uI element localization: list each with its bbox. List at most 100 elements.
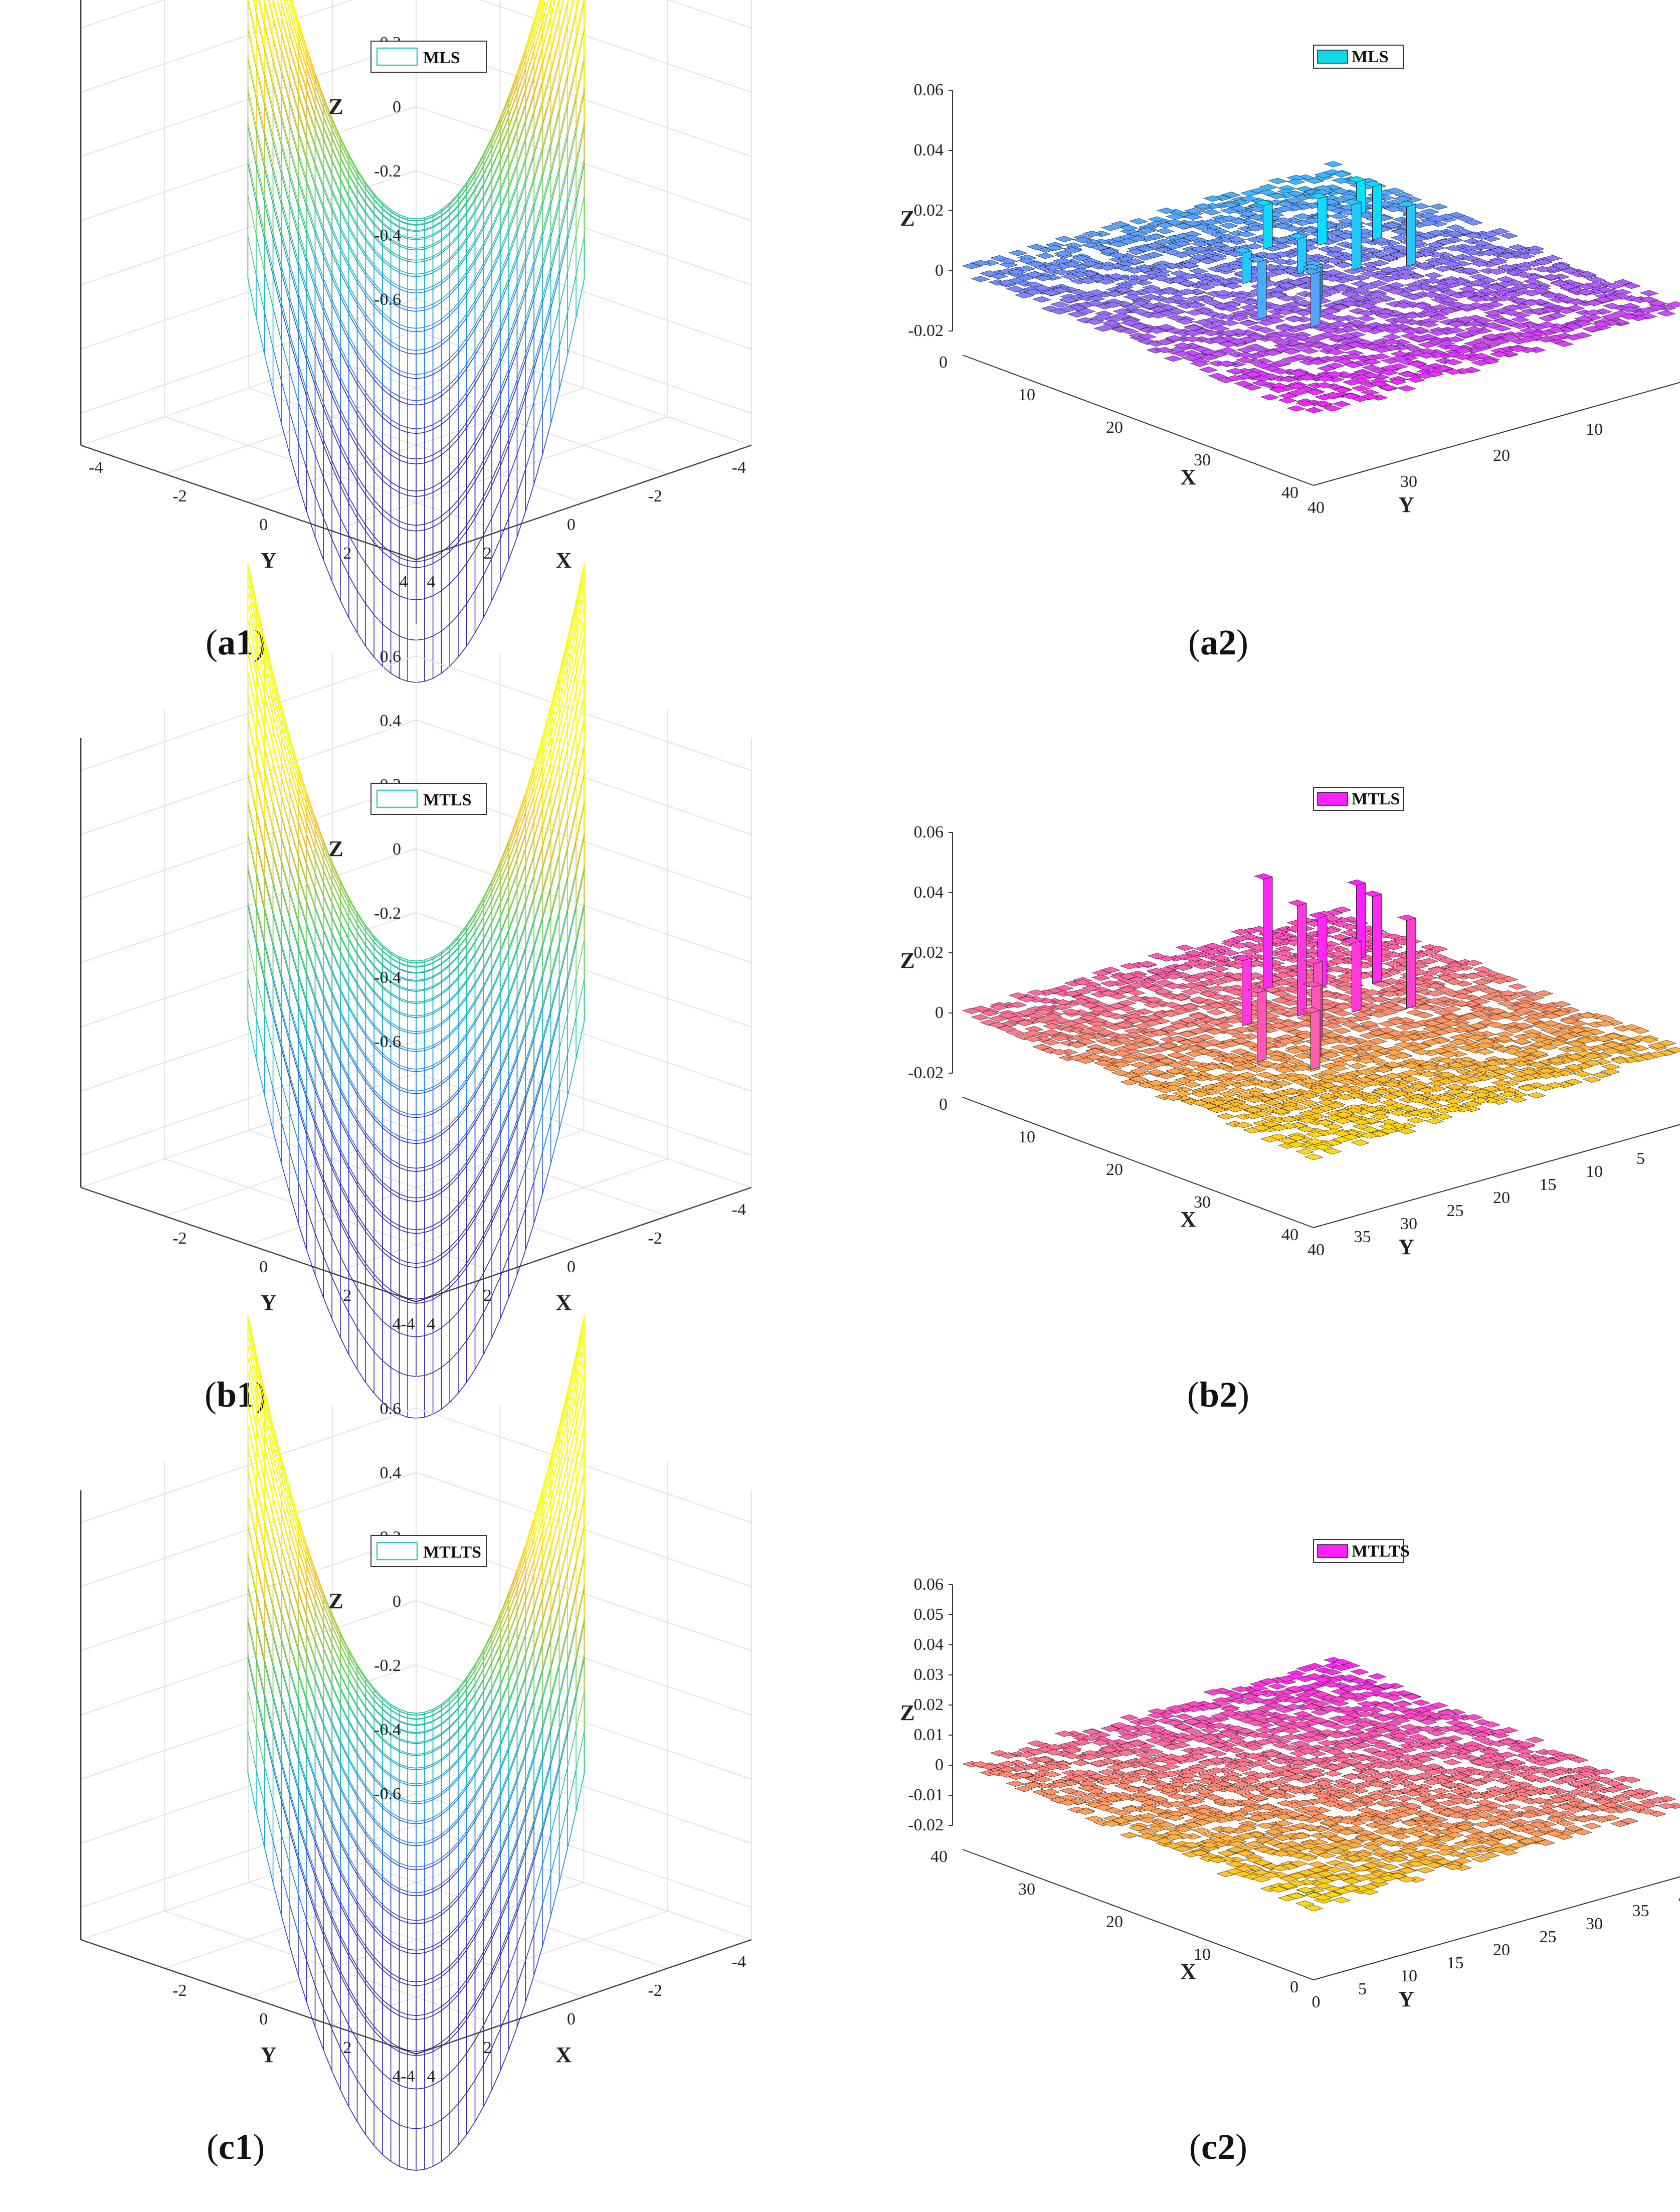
bar-top (1254, 358, 1273, 365)
mesh-line (558, 131, 568, 167)
bar-top (1137, 227, 1157, 234)
mesh-line (323, 306, 332, 328)
mesh-line (525, 265, 534, 293)
z-tick-label: 0 (393, 98, 401, 116)
mesh-line (356, 632, 366, 646)
mesh-line (365, 274, 375, 287)
mesh-line (298, 176, 307, 204)
mesh-line (399, 286, 408, 290)
mesh-line (433, 345, 442, 351)
mesh-line (365, 256, 375, 268)
mesh-line (416, 566, 425, 568)
bar-top (1489, 351, 1509, 358)
mesh-line (365, 212, 375, 224)
mesh-line (508, 283, 518, 307)
mesh-line (356, 446, 366, 461)
mesh-line (340, 377, 349, 395)
mesh-line (525, 230, 534, 258)
mesh-line (391, 212, 400, 218)
mesh-line (516, 50, 526, 75)
mesh-line (284, 0, 290, 21)
mesh-line (374, 199, 383, 209)
mesh-line (356, 355, 366, 369)
mesh-line (542, 49, 551, 81)
mesh-line (474, 197, 484, 213)
mesh-line (533, 201, 543, 231)
mesh-line (408, 457, 417, 460)
mesh-line (550, 348, 560, 382)
mesh-line (391, 267, 400, 273)
mesh-line (323, 171, 332, 193)
bar-top (1304, 178, 1324, 184)
mesh-line (399, 235, 408, 239)
bar-top (1185, 309, 1204, 316)
bar-top (1135, 254, 1155, 261)
mesh-line (314, 208, 324, 232)
bar-top (1195, 295, 1214, 302)
bar-top (1302, 264, 1322, 270)
mesh-line (391, 322, 400, 328)
mesh-line (516, 69, 526, 95)
mesh-line (567, 131, 577, 169)
bar-top (1445, 230, 1464, 237)
mesh-line (483, 249, 492, 267)
mesh-line (306, 354, 316, 380)
mesh-line (314, 229, 324, 253)
bar-top (1613, 279, 1632, 286)
bar-top (1584, 309, 1603, 316)
mesh-line (533, 84, 543, 114)
mesh-line (323, 369, 332, 391)
bar-top (1155, 347, 1174, 354)
bar-top (1604, 283, 1624, 289)
mesh-line (382, 358, 392, 366)
mesh-line (356, 181, 366, 195)
bar-top (1205, 280, 1225, 287)
bar-top (1275, 206, 1294, 212)
bar-top (1086, 300, 1105, 306)
bar-top (1231, 296, 1250, 303)
mesh-line (516, 354, 526, 380)
mesh-line (382, 442, 392, 450)
mesh-line (314, 385, 324, 409)
mesh-line (374, 235, 383, 245)
mesh-line (474, 228, 484, 244)
mesh-line (416, 373, 425, 375)
mesh-line (533, 22, 543, 52)
mesh-line (483, 323, 492, 341)
bar-top (1287, 390, 1306, 396)
bar-top (1340, 300, 1359, 307)
mesh-line (289, 63, 299, 92)
mesh-line (331, 299, 341, 319)
mesh-line (306, 67, 316, 93)
mesh-line (558, 1, 568, 37)
mesh-line (323, 282, 332, 304)
mesh-line (272, 348, 282, 382)
mesh-line (474, 617, 484, 633)
bar-top (1378, 384, 1398, 391)
mesh-line (289, 177, 299, 207)
mesh-line (474, 153, 484, 169)
mesh-line (500, 116, 509, 138)
mesh-line (340, 600, 349, 618)
mesh-line (391, 449, 400, 455)
bar-top (1288, 370, 1308, 377)
grid-line (80, 170, 417, 285)
mesh-line (424, 272, 433, 276)
mesh-line (458, 422, 467, 434)
bar-top (1168, 295, 1187, 301)
mesh-line (516, 320, 526, 346)
mesh-line (374, 200, 383, 210)
x-tick-label: 40 (1281, 483, 1298, 502)
mesh-line (340, 518, 349, 536)
mesh-line (331, 466, 341, 486)
mesh-line (382, 209, 392, 217)
mesh-line (458, 253, 467, 265)
mesh-line (247, 235, 257, 275)
bar-top (1419, 321, 1439, 328)
mesh-line (466, 518, 476, 532)
mesh-line (525, 327, 534, 355)
bar-top (1429, 204, 1448, 210)
bar-top (1656, 310, 1676, 317)
mesh-line (256, 9, 265, 47)
mesh-line (474, 175, 484, 191)
